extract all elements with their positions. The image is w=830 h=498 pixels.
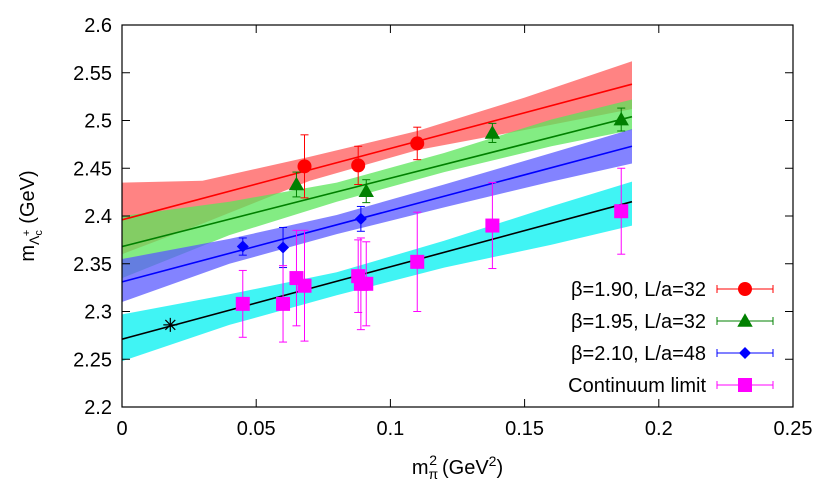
physical-point-group bbox=[163, 317, 178, 332]
y-tick-label: 2.55 bbox=[73, 63, 112, 85]
x-label-unit: (GeV bbox=[442, 457, 489, 479]
y-label-subsub: c bbox=[33, 230, 45, 236]
fit-line bbox=[121, 145, 633, 283]
y-tick-label: 2.4 bbox=[84, 206, 112, 228]
x-label-unit-close: ) bbox=[496, 457, 503, 479]
fit-line bbox=[121, 200, 633, 340]
y-label-base: m bbox=[17, 245, 39, 262]
x-label-sup: 2 bbox=[429, 452, 437, 468]
x-tick-label: 0 bbox=[116, 418, 127, 440]
x-label-unit-sup: 2 bbox=[489, 453, 497, 469]
y-axis-label: mΛc+ (GeV) bbox=[17, 170, 45, 261]
y-axis-ticks: 2.2 2.25 2.3 2.35 2.4 2.45 2.5 2.55 2.6 bbox=[73, 15, 793, 419]
x-tick-label: 0.15 bbox=[505, 418, 544, 440]
x-label-sub: π bbox=[429, 466, 439, 482]
marker-square bbox=[276, 296, 291, 311]
x-tick-label: 0.1 bbox=[376, 418, 404, 440]
y-tick-label: 2.2 bbox=[84, 397, 112, 419]
marker-square bbox=[485, 218, 500, 233]
marker-triangle bbox=[613, 111, 629, 126]
fit-line bbox=[121, 83, 633, 221]
y-label-subsup: + bbox=[21, 230, 33, 236]
fit-bands bbox=[122, 61, 632, 362]
fit-lines bbox=[121, 83, 633, 340]
x-label-base: m bbox=[412, 457, 429, 479]
y-tick-label: 2.5 bbox=[84, 111, 112, 133]
y-tick-label: 2.45 bbox=[73, 158, 112, 180]
y-tick-label: 2.35 bbox=[73, 254, 112, 276]
legend-label: β=1.95, L/a=32 bbox=[571, 311, 706, 333]
x-axis-label: mπ2 (GeV2) bbox=[412, 452, 503, 482]
marker-diamond bbox=[236, 240, 249, 253]
marker-square bbox=[235, 296, 250, 311]
marker-triangle bbox=[288, 176, 305, 191]
y-tick-label: 2.3 bbox=[84, 302, 112, 324]
legend-label: β=1.90, L/a=32 bbox=[571, 279, 706, 301]
marker-triangle bbox=[358, 183, 374, 197]
marker-circle bbox=[738, 282, 752, 296]
data-points bbox=[235, 107, 629, 343]
marker-square bbox=[614, 204, 629, 219]
marker-diamond bbox=[739, 347, 751, 359]
marker-square bbox=[410, 254, 425, 269]
y-label-sub: Λ bbox=[26, 235, 42, 245]
marker-square bbox=[297, 278, 312, 293]
marker-diamond bbox=[277, 241, 290, 254]
y-tick-label: 2.25 bbox=[73, 349, 112, 371]
fit-band bbox=[122, 99, 632, 279]
marker-diamond bbox=[354, 212, 367, 225]
x-axis-ticks: 0 0.05 0.1 0.15 0.2 0.25 bbox=[116, 25, 812, 440]
fit-line bbox=[121, 115, 633, 248]
x-tick-label: 0.05 bbox=[237, 418, 276, 440]
legend-label: β=2.10, L/a=48 bbox=[571, 343, 706, 365]
physical-point-stroke bbox=[164, 319, 176, 331]
fit-band bbox=[122, 61, 632, 255]
legend-label: Continuum limit bbox=[568, 375, 706, 397]
marker-circle bbox=[410, 136, 425, 151]
marker-triangle bbox=[737, 313, 753, 327]
marker-square bbox=[359, 276, 374, 291]
y-label-unit: (GeV) bbox=[17, 170, 39, 223]
fit-band bbox=[122, 181, 632, 362]
x-tick-label: 0.2 bbox=[645, 418, 673, 440]
fit-band bbox=[122, 129, 632, 302]
marker-triangle bbox=[484, 125, 501, 139]
marker-circle bbox=[297, 159, 312, 174]
legend: β=1.90, L/a=32 β=1.95, L/a=32 β=2.10, L/a=… bbox=[568, 279, 774, 397]
marker-circle bbox=[351, 158, 366, 173]
marker-square bbox=[738, 378, 752, 392]
y-tick-label: 2.6 bbox=[84, 15, 112, 37]
x-tick-label: 0.25 bbox=[774, 418, 813, 440]
